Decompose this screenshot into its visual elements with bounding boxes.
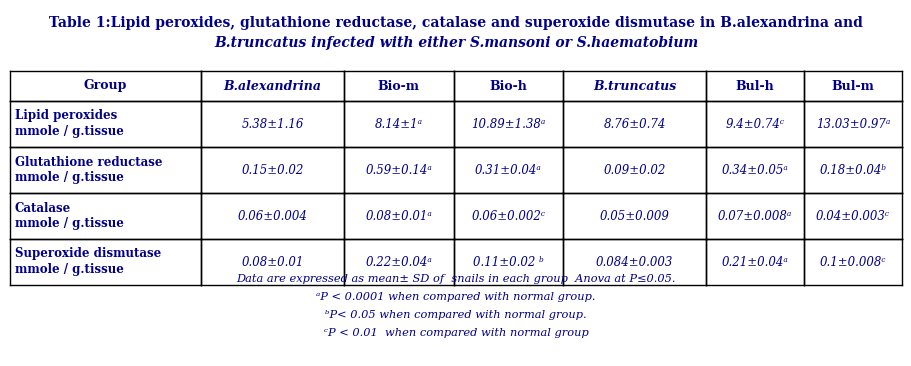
Text: ᵇP< 0.05 when compared with normal group.: ᵇP< 0.05 when compared with normal group… xyxy=(325,310,586,320)
Text: 0.05±0.009: 0.05±0.009 xyxy=(599,209,669,223)
Text: 0.59±0.14ᵃ: 0.59±0.14ᵃ xyxy=(364,164,432,176)
Text: 0.22±0.04ᵃ: 0.22±0.04ᵃ xyxy=(364,255,432,269)
Text: 0.08±0.01: 0.08±0.01 xyxy=(241,255,303,269)
Text: ᵃP < 0.0001 when compared with normal group.: ᵃP < 0.0001 when compared with normal gr… xyxy=(316,292,595,302)
Text: 0.06±0.004: 0.06±0.004 xyxy=(237,209,307,223)
Text: 13.03±0.97ᵃ: 13.03±0.97ᵃ xyxy=(815,117,889,131)
Text: 0.18±0.04ᵇ: 0.18±0.04ᵇ xyxy=(818,164,885,176)
Text: 5.38±1.16: 5.38±1.16 xyxy=(241,117,303,131)
Text: 0.06±0.002ᶜ: 0.06±0.002ᶜ xyxy=(471,209,545,223)
Text: 8.14±1ᵃ: 8.14±1ᵃ xyxy=(374,117,422,131)
Text: Bul-m: Bul-m xyxy=(831,79,874,93)
Text: 0.08±0.01ᵃ: 0.08±0.01ᵃ xyxy=(364,209,432,223)
Text: Group: Group xyxy=(84,79,128,93)
Text: 0.21±0.04ᵃ: 0.21±0.04ᵃ xyxy=(721,255,787,269)
Text: 0.09±0.02: 0.09±0.02 xyxy=(603,164,665,176)
Text: Bio-m: Bio-m xyxy=(377,79,419,93)
Text: 0.04±0.003ᶜ: 0.04±0.003ᶜ xyxy=(815,209,889,223)
Text: B.truncatus infected with either S.mansoni or S.haematobium: B.truncatus infected with either S.manso… xyxy=(214,36,697,50)
Text: Table 1:Lipid peroxides, glutathione reductase, catalase and superoxide dismutas: Table 1:Lipid peroxides, glutathione red… xyxy=(49,16,862,30)
Text: 0.084±0.003: 0.084±0.003 xyxy=(595,255,672,269)
Text: Bio-h: Bio-h xyxy=(489,79,527,93)
Text: 0.11±0.02 ᵇ: 0.11±0.02 ᵇ xyxy=(473,255,543,269)
Text: Data are expressed as mean± SD of  snails in each group  Anova at P≤0.05.: Data are expressed as mean± SD of snails… xyxy=(236,274,675,284)
Text: Bul-h: Bul-h xyxy=(734,79,773,93)
Text: 0.1±0.008ᶜ: 0.1±0.008ᶜ xyxy=(819,255,885,269)
Text: Lipid peroxides
mmole / g.tissue: Lipid peroxides mmole / g.tissue xyxy=(15,109,124,138)
Text: 0.07±0.008ᵃ: 0.07±0.008ᵃ xyxy=(717,209,791,223)
Text: Glutathione reductase
mmole / g.tissue: Glutathione reductase mmole / g.tissue xyxy=(15,156,162,184)
Text: ᶜP < 0.01  when compared with normal group: ᶜP < 0.01 when compared with normal grou… xyxy=(323,328,588,338)
Text: 0.31±0.04ᵃ: 0.31±0.04ᵃ xyxy=(475,164,541,176)
Text: B.alexandrina: B.alexandrina xyxy=(223,79,322,93)
Text: 9.4±0.74ᶜ: 9.4±0.74ᶜ xyxy=(724,117,783,131)
Text: B.truncatus: B.truncatus xyxy=(592,79,675,93)
Text: 8.76±0.74: 8.76±0.74 xyxy=(603,117,665,131)
Text: Superoxide dismutase
mmole / g.tissue: Superoxide dismutase mmole / g.tissue xyxy=(15,247,161,276)
Text: 0.15±0.02: 0.15±0.02 xyxy=(241,164,303,176)
Text: Catalase
mmole / g.tissue: Catalase mmole / g.tissue xyxy=(15,202,124,231)
Text: 0.34±0.05ᵃ: 0.34±0.05ᵃ xyxy=(721,164,787,176)
Text: 10.89±1.38ᵃ: 10.89±1.38ᵃ xyxy=(471,117,545,131)
